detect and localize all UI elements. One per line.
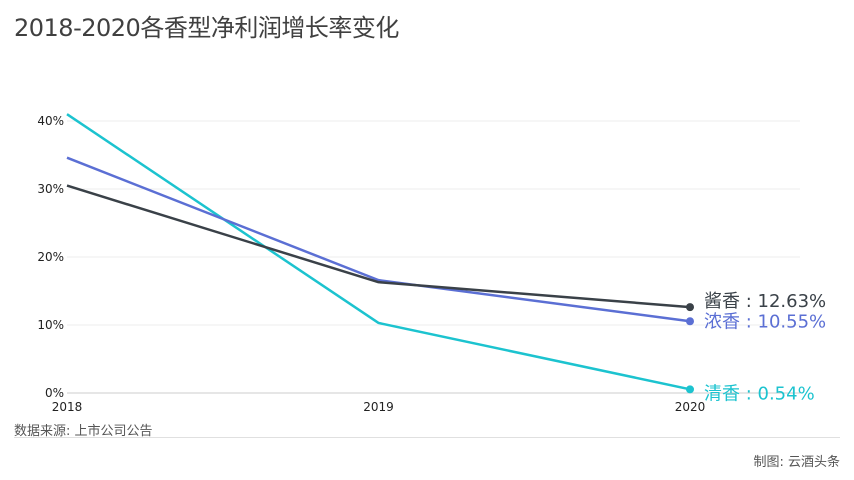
x-tick-label: 2019: [363, 400, 394, 414]
chart-credit: 制图: 云酒头条: [753, 455, 840, 470]
data-source: 数据来源: 上市公司公告: [14, 424, 153, 439]
series-end-label: 酱香 : 12.63%: [704, 291, 826, 312]
series-end-point: [686, 303, 694, 312]
x-tick-label: 2018: [52, 400, 83, 414]
series-end-point: [686, 317, 694, 326]
y-tick-label: 10%: [37, 318, 64, 332]
chart-title: 2018-2020各香型净利润增长率变化: [14, 14, 399, 42]
series-end-label: 浓香 : 10.55%: [704, 311, 826, 332]
series-end-label: 清香 : 0.54%: [704, 383, 815, 404]
series-end-point: [686, 385, 694, 394]
footer-divider: [14, 437, 840, 438]
x-tick-label: 2020: [675, 400, 706, 414]
y-tick-label: 30%: [37, 182, 64, 196]
series-line: [66, 113, 691, 391]
series-line: [66, 184, 691, 309]
y-tick-label: 0%: [45, 386, 64, 400]
y-tick-label: 20%: [37, 250, 64, 264]
y-tick-label: 40%: [37, 114, 64, 128]
series-line: [66, 156, 691, 323]
